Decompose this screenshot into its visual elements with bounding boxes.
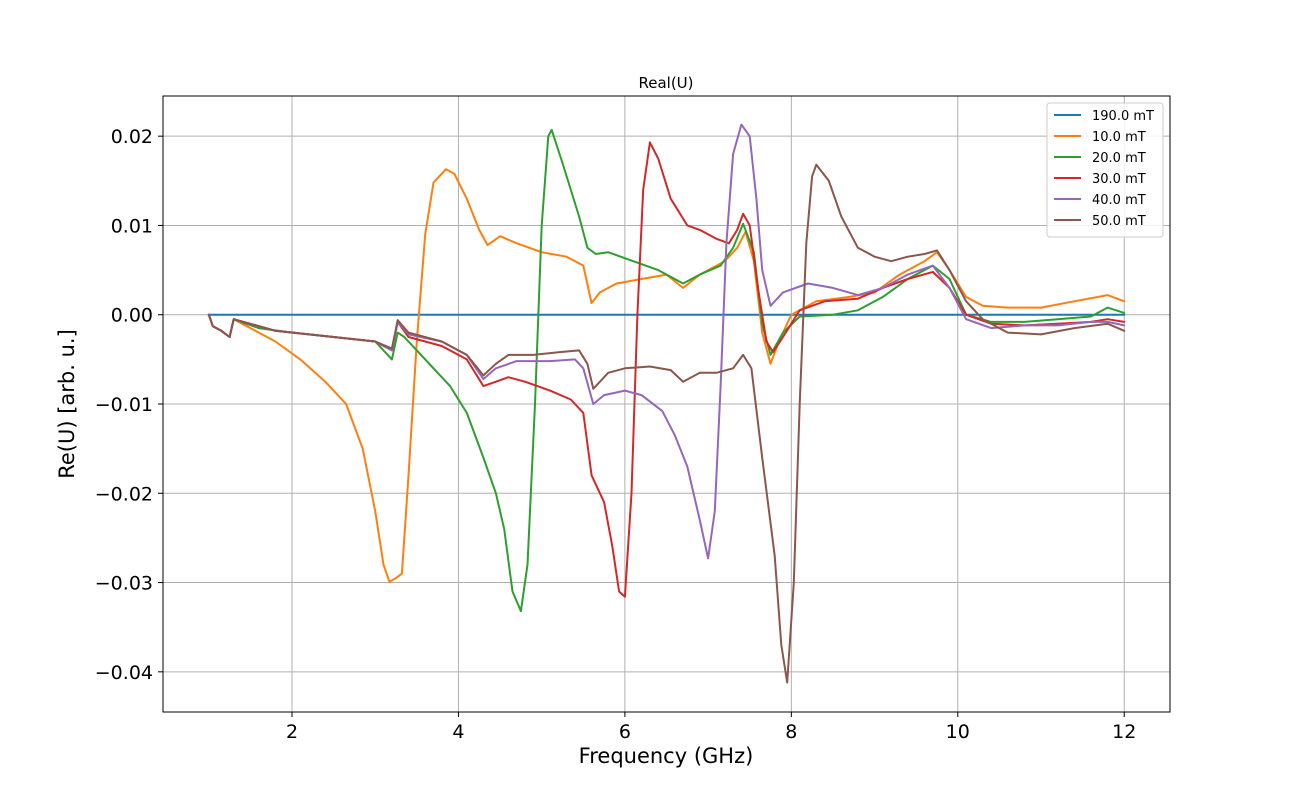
x-axis-ticks: 2 4 6 8 10 12 <box>286 712 1136 743</box>
series-line-5 <box>207 163 1126 684</box>
y-tick-label: −0.01 <box>95 394 153 416</box>
legend-label: 20.0 mT <box>1092 151 1146 166</box>
y-tick-label: 0.02 <box>111 126 153 148</box>
legend-label: 40.0 mT <box>1092 193 1146 208</box>
x-tick-label: 12 <box>1112 721 1136 743</box>
x-tick-label: 6 <box>619 721 631 743</box>
x-tick-label: 4 <box>452 721 464 743</box>
y-tick-label: 0.00 <box>111 305 153 327</box>
x-tick-label: 10 <box>946 721 970 743</box>
x-tick-label: 8 <box>785 721 797 743</box>
y-tick-label: 0.01 <box>111 215 153 237</box>
legend-label: 10.0 mT <box>1092 130 1146 145</box>
legend-label: 30.0 mT <box>1092 172 1146 187</box>
y-tick-label: −0.02 <box>95 483 153 505</box>
y-tick-label: −0.04 <box>95 662 153 684</box>
y-axis-label: Re(U) [arb. u.] <box>55 329 79 479</box>
series-line-1 <box>207 168 1126 583</box>
chart-title: Real(U) <box>638 74 693 92</box>
x-tick-label: 2 <box>286 721 298 743</box>
x-axis-label: Frequency (GHz) <box>579 744 754 768</box>
legend: 190.0 mT 10.0 mT 20.0 mT 30.0 mT 40.0 mT 50.0… <box>1046 102 1164 238</box>
legend-label: 50.0 mT <box>1092 214 1146 229</box>
y-axis-ticks: 0.02 0.01 0.00 −0.01 −0.02 −0.03 −0.04 <box>95 126 163 684</box>
legend-label: 190.0 mT <box>1092 109 1154 124</box>
y-tick-label: −0.03 <box>95 573 153 595</box>
plot-series <box>207 123 1126 684</box>
